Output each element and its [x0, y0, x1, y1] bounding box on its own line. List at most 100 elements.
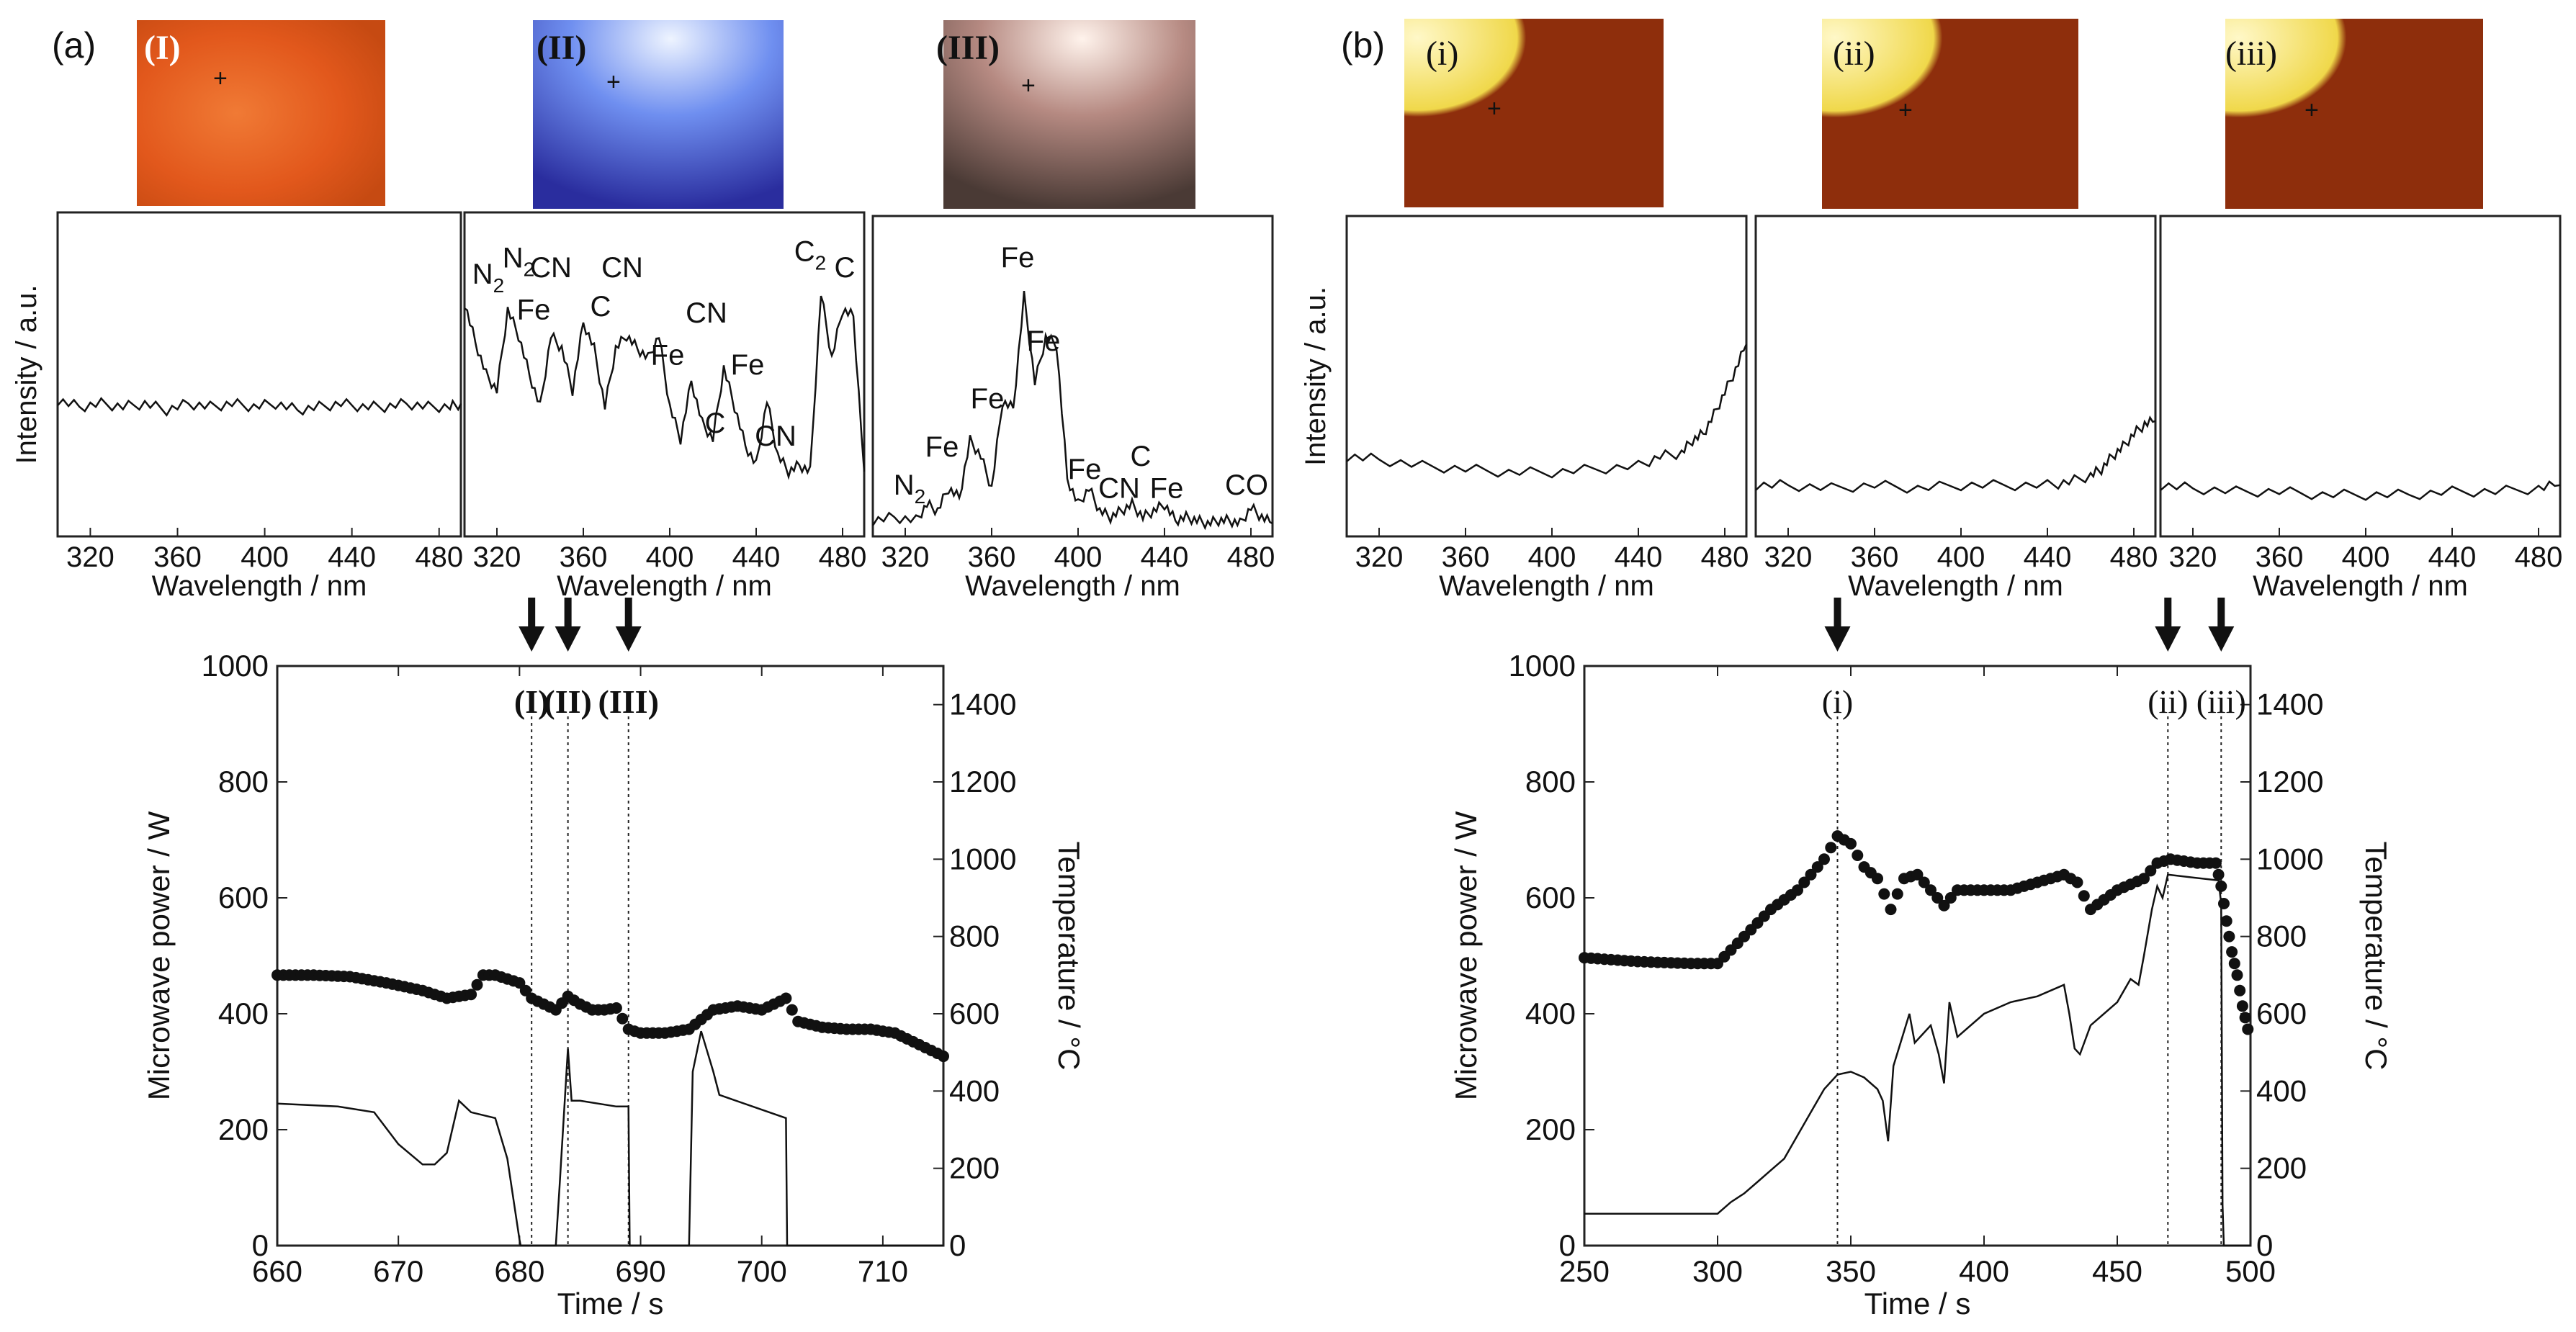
- peak-annotation: CO: [1225, 469, 1268, 501]
- photo-I: (I) +: [137, 20, 385, 206]
- x-tick-label: 360: [2256, 541, 2304, 573]
- temperature-point: [2071, 876, 2083, 888]
- x-tick-label: 320: [2169, 541, 2217, 573]
- peak-annotation: N2: [503, 243, 534, 281]
- peak-annotation: C: [1131, 441, 1152, 472]
- x-axis-label: Wavelength / nm: [1439, 570, 1654, 602]
- peak-annotation: C: [705, 408, 726, 439]
- y-axis-label: Intensity / a.u.: [1300, 287, 1332, 466]
- y-axis-label: Intensity / a.u.: [11, 284, 42, 464]
- x-tick-label: 690: [616, 1254, 666, 1288]
- temperature-point: [2234, 984, 2246, 996]
- x-tick-label: 440: [328, 541, 376, 573]
- temperature-point: [938, 1050, 949, 1063]
- temperature-point: [1931, 892, 1944, 904]
- temperature-point: [1925, 884, 1937, 896]
- x-tick-label: 450: [2092, 1254, 2142, 1288]
- photo-label-ii: (ii): [1833, 35, 1875, 73]
- peak-annotation: Fe: [1150, 473, 1184, 505]
- temperature-point: [2239, 1012, 2251, 1024]
- temperature-point: [1798, 876, 1810, 888]
- y-tick-label: 200: [1525, 1112, 1576, 1146]
- y2-tick-label: 1000: [2256, 842, 2323, 876]
- x-tick-label: 360: [1442, 541, 1490, 573]
- temperature-point: [2220, 915, 2232, 927]
- temperature-point: [786, 1004, 798, 1016]
- x-tick-label: 480: [2110, 541, 2158, 573]
- y2-tick-label: 600: [2256, 996, 2307, 1030]
- spectra: 320 360 400 440 480 Wavelength / nm Intensity …: [11, 211, 2562, 602]
- photo-label-II: (II): [537, 29, 586, 67]
- x-axis-label: Wavelength / nm: [557, 570, 772, 602]
- plot-frame: [1345, 215, 1748, 538]
- peak-annotation: CN: [530, 252, 572, 284]
- x-axis-label: Time / s: [557, 1287, 664, 1320]
- plot-frame: [2159, 215, 2562, 538]
- plot-frame: [463, 211, 866, 538]
- y-tick-label: 0: [1559, 1228, 1576, 1262]
- x-tick-label: 300: [1692, 1254, 1743, 1288]
- photo-III: (III) +: [936, 20, 1195, 209]
- x-tick-label: 400: [1959, 1254, 2009, 1288]
- peak-annotation: N2: [472, 258, 504, 297]
- timeseries-b: 250 300 350 400 450 500 Time / s 0 200 400 600 800 1…: [1449, 649, 2393, 1320]
- x-axis-label: Wavelength / nm: [1848, 570, 2063, 602]
- temperature-point: [1872, 873, 1883, 885]
- temperature-point: [2242, 1023, 2254, 1035]
- arrows: [519, 598, 2235, 652]
- y-tick-label: 0: [252, 1228, 269, 1262]
- photo-label-i: (i): [1426, 35, 1458, 73]
- x-tick-label: 400: [1937, 541, 1985, 573]
- temperature-point: [610, 1002, 622, 1014]
- x-tick-label: 360: [968, 541, 1016, 573]
- crosshair-icon: +: [1898, 96, 1913, 124]
- y-axis-label: Microwave power / W: [1449, 811, 1483, 1100]
- arrow-down-icon-II: [555, 598, 581, 652]
- x-tick-label: 480: [819, 541, 867, 573]
- arrow-down-icon-i: [1824, 598, 1851, 652]
- temperature-point: [1845, 837, 1857, 850]
- y2-tick-label: 1200: [2256, 765, 2323, 798]
- x-tick-label: 500: [2225, 1254, 2276, 1288]
- x-tick-label: 360: [153, 541, 202, 573]
- y2-tick-label: 400: [2256, 1074, 2307, 1107]
- temperature-point: [1878, 888, 1890, 900]
- crosshair-icon: +: [1021, 72, 1036, 99]
- photo-label-I: (I): [144, 29, 181, 67]
- spectrum-line: [464, 295, 866, 480]
- y2-tick-label: 200: [949, 1151, 1000, 1185]
- x-tick-label: 250: [1559, 1254, 1610, 1288]
- x-tick-label: 320: [881, 541, 930, 573]
- temperature-point: [616, 1012, 629, 1025]
- temperature-point: [1852, 850, 1864, 861]
- y2-tick-label: 800: [2256, 919, 2307, 953]
- plot-frame: [871, 215, 1274, 538]
- y-tick-label: 1000: [1509, 649, 1576, 683]
- plot-frame: [56, 211, 462, 538]
- temperature-point: [2215, 880, 2227, 892]
- x-tick-label: 360: [560, 541, 608, 573]
- x-tick-label: 480: [1227, 541, 1275, 573]
- y-tick-label: 600: [218, 881, 269, 914]
- temperature-point: [780, 992, 792, 1004]
- peak-annotation: Fe: [925, 431, 959, 463]
- y2-tick-label: 1200: [949, 765, 1016, 798]
- peak-annotation: N2: [894, 469, 925, 508]
- series-temperature: [1579, 830, 2254, 1035]
- x-axis-label: Time / s: [1864, 1287, 1971, 1320]
- peak-annotation: Fe: [517, 294, 551, 326]
- crosshair-icon: +: [606, 68, 621, 96]
- x-tick-label: 360: [1851, 541, 1899, 573]
- marker-label: (ii): [2148, 683, 2188, 720]
- y2-tick-label: 400: [949, 1074, 1000, 1107]
- spectrum-spec-iii: 320 360 400 440 480 Wavelength / nm: [2159, 215, 2562, 602]
- photo-i: (i) +: [1404, 19, 1664, 207]
- spectrum-spec-ii: 320 360 400 440 480 Wavelength / nm: [1754, 215, 2158, 602]
- x-tick-label: 710: [858, 1254, 908, 1288]
- panel-a-label: (a): [52, 25, 96, 66]
- x-axis-label: Wavelength / nm: [965, 570, 1180, 602]
- photo-label-iii: (iii): [2225, 35, 2277, 73]
- temperature-point: [1818, 853, 1830, 865]
